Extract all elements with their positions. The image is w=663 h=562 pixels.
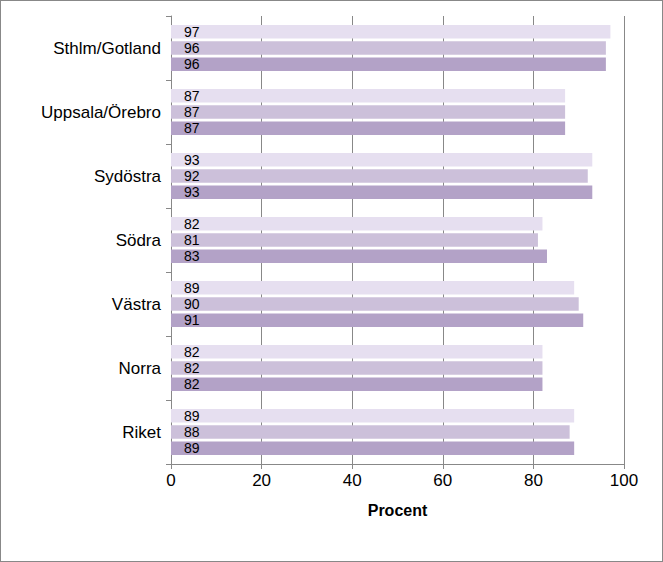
svg-text:96: 96 xyxy=(184,40,200,56)
svg-text:87: 87 xyxy=(184,104,200,120)
svg-text:81: 81 xyxy=(184,232,200,248)
svg-text:82: 82 xyxy=(184,360,200,376)
svg-text:0: 0 xyxy=(166,471,175,490)
svg-text:Procent: Procent xyxy=(368,502,428,519)
svg-text:Södra: Södra xyxy=(116,231,162,250)
svg-text:Riket: Riket xyxy=(122,423,161,442)
svg-text:Sthlm/Gotland: Sthlm/Gotland xyxy=(53,39,161,58)
svg-text:Västra: Västra xyxy=(112,295,162,314)
svg-text:20: 20 xyxy=(252,471,271,490)
svg-text:Norra: Norra xyxy=(118,359,161,378)
svg-text:88: 88 xyxy=(184,424,200,440)
svg-text:89: 89 xyxy=(184,280,200,296)
svg-text:93: 93 xyxy=(184,184,200,200)
svg-text:87: 87 xyxy=(184,120,200,136)
svg-text:93: 93 xyxy=(184,152,200,168)
svg-text:82: 82 xyxy=(184,344,200,360)
svg-text:89: 89 xyxy=(184,408,200,424)
svg-text:80: 80 xyxy=(524,471,543,490)
svg-text:90: 90 xyxy=(184,296,200,312)
svg-text:83: 83 xyxy=(184,248,200,264)
svg-text:100: 100 xyxy=(610,471,638,490)
svg-text:97: 97 xyxy=(184,24,200,40)
svg-text:40: 40 xyxy=(343,471,362,490)
svg-text:82: 82 xyxy=(184,216,200,232)
svg-text:89: 89 xyxy=(184,440,200,456)
svg-text:Uppsala/Örebro: Uppsala/Örebro xyxy=(41,103,161,122)
svg-text:82: 82 xyxy=(184,376,200,392)
svg-text:91: 91 xyxy=(184,312,200,328)
svg-text:96: 96 xyxy=(184,56,200,72)
svg-text:92: 92 xyxy=(184,168,200,184)
svg-text:60: 60 xyxy=(433,471,452,490)
svg-text:Sydöstra: Sydöstra xyxy=(94,167,162,186)
svg-text:87: 87 xyxy=(184,88,200,104)
